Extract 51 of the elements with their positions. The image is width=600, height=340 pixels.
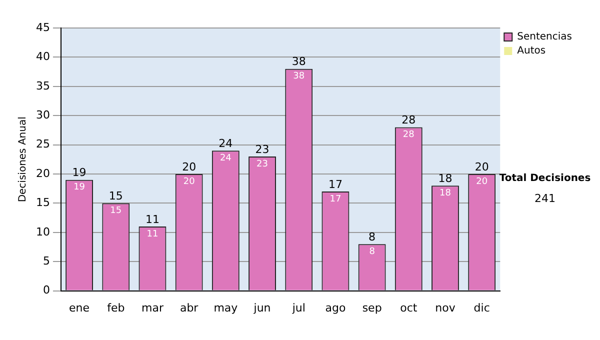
data-label: 20 bbox=[476, 176, 488, 187]
total-label: 38 bbox=[292, 55, 306, 68]
data-label: 20 bbox=[183, 176, 196, 187]
x-tick-label: ene bbox=[69, 301, 90, 314]
total-label: 19 bbox=[72, 166, 86, 180]
y-tick-label: 5 bbox=[42, 254, 50, 268]
total-label: 20 bbox=[474, 160, 489, 174]
data-label: 15 bbox=[110, 206, 122, 216]
y-tick-label: 25 bbox=[36, 138, 50, 151]
data-label: 8 bbox=[369, 246, 376, 257]
y-tick-label: 35 bbox=[36, 79, 50, 92]
y-tick-label: 0 bbox=[42, 284, 50, 297]
data-label: 17 bbox=[330, 194, 342, 204]
total-label: 23 bbox=[255, 142, 270, 156]
legend-label: Autos bbox=[517, 46, 546, 57]
x-tick-label: may bbox=[214, 301, 238, 314]
data-label: 24 bbox=[220, 153, 232, 164]
data-label: 38 bbox=[293, 72, 305, 82]
y-tick-label: 10 bbox=[36, 225, 50, 238]
total-label: 28 bbox=[402, 114, 416, 127]
y-tick-label: 45 bbox=[36, 20, 50, 34]
total-label: 15 bbox=[108, 190, 123, 203]
x-tick-label: ago bbox=[325, 301, 346, 314]
data-label: 28 bbox=[402, 130, 415, 140]
total-label: 24 bbox=[218, 137, 233, 150]
text: 241 bbox=[534, 192, 556, 205]
y-tick-label: 15 bbox=[36, 196, 50, 210]
x-tick-label: nov bbox=[435, 301, 456, 314]
total-label: 11 bbox=[145, 212, 160, 226]
x-tick-label: oct bbox=[400, 301, 418, 314]
data-label: 18 bbox=[440, 188, 452, 199]
annotation: Total Decisiones bbox=[498, 173, 592, 184]
total-label: 20 bbox=[182, 160, 196, 174]
x-tick-label: mar bbox=[141, 301, 164, 314]
total-label: 8 bbox=[368, 230, 376, 244]
data-label: 23 bbox=[256, 159, 268, 170]
legend-label: Sentencias bbox=[517, 32, 572, 43]
y-tick-label: 20 bbox=[36, 166, 50, 180]
total-label: 17 bbox=[328, 178, 342, 191]
x-tick-label: sep bbox=[362, 301, 382, 314]
x-tick-label: jun bbox=[252, 301, 271, 314]
data-label: 11 bbox=[146, 229, 158, 240]
x-tick-label: feb bbox=[107, 301, 125, 314]
y-axis-title: Decisiones Anual bbox=[18, 116, 29, 202]
y-tick-label: 30 bbox=[36, 108, 50, 122]
data-label: 19 bbox=[74, 182, 86, 193]
x-tick-label: abr bbox=[180, 301, 199, 314]
y-tick-label: 40 bbox=[36, 50, 50, 64]
total-label: 18 bbox=[438, 172, 452, 186]
x-tick-label: jul bbox=[291, 301, 306, 314]
x-tick-label: dic bbox=[474, 301, 490, 314]
